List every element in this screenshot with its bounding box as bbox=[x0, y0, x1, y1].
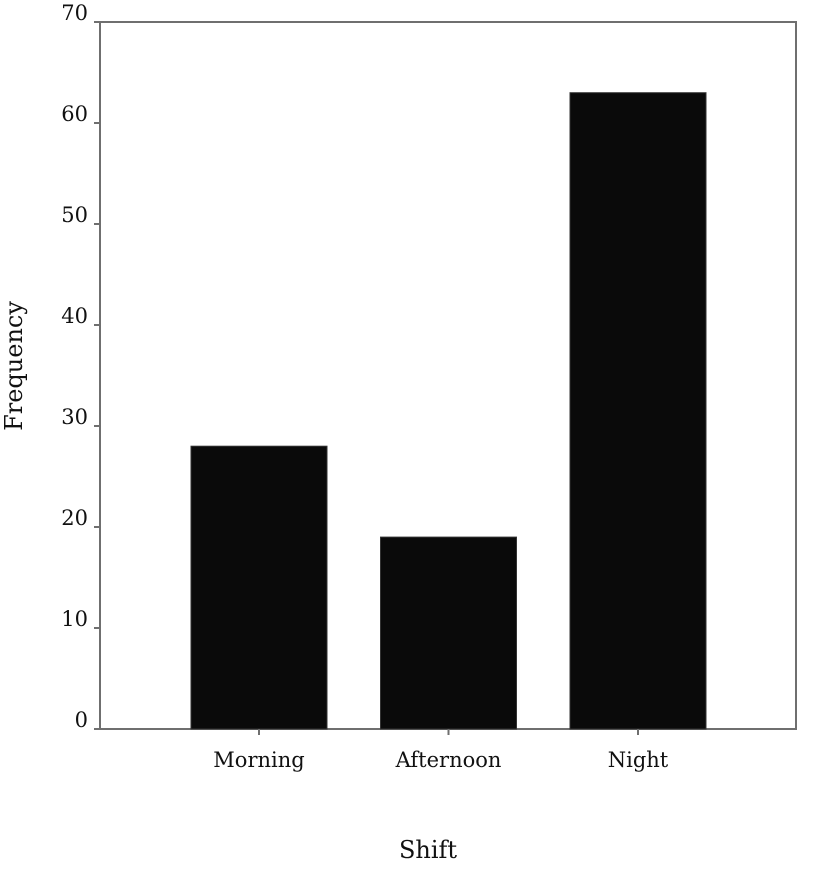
y-tick-label: 10 bbox=[61, 607, 88, 631]
y-tick-label: 40 bbox=[61, 304, 88, 328]
y-axis-title: Frequency bbox=[0, 301, 28, 431]
x-axis-ticks: Morning Afternoon Night bbox=[213, 729, 669, 772]
bars bbox=[190, 92, 707, 730]
y-tick-label: 70 bbox=[61, 1, 88, 25]
x-tick-label: Morning bbox=[213, 748, 304, 772]
bar-morning bbox=[190, 445, 328, 730]
bar-afternoon bbox=[380, 536, 517, 730]
bar-night bbox=[569, 92, 707, 730]
x-tick-label: Night bbox=[608, 748, 669, 772]
y-tick-label: 0 bbox=[75, 708, 88, 732]
y-tick-label: 60 bbox=[61, 102, 88, 126]
y-tick-label: 20 bbox=[61, 506, 88, 530]
x-tick-label: Afternoon bbox=[395, 748, 502, 772]
y-axis-ticks: 0 10 20 30 40 50 60 70 bbox=[61, 1, 100, 732]
x-axis-title: Shift bbox=[399, 836, 457, 864]
y-tick-label: 50 bbox=[61, 203, 88, 227]
y-tick-label: 30 bbox=[61, 405, 88, 429]
